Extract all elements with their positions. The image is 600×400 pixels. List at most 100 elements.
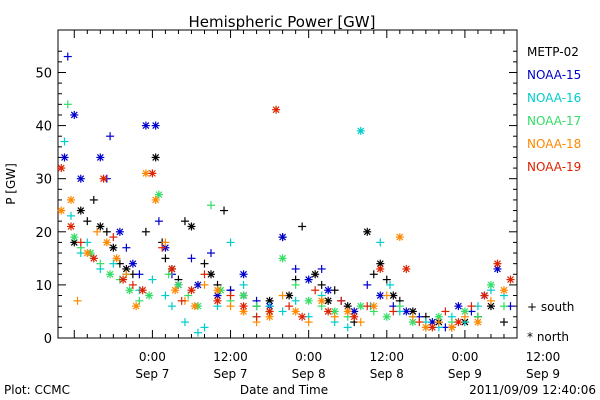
y-tick-label: 20 bbox=[35, 226, 52, 241]
data-point bbox=[382, 291, 391, 300]
marker-key: + south * north bbox=[527, 300, 574, 344]
data-point bbox=[151, 153, 160, 162]
data-point bbox=[67, 211, 76, 220]
data-point bbox=[317, 296, 326, 305]
x-tick-time-label: 0:00 bbox=[451, 350, 478, 364]
legend-item: METP-02 bbox=[527, 45, 579, 59]
y-tick-label: 50 bbox=[35, 66, 52, 81]
data-point bbox=[441, 307, 450, 316]
data-point bbox=[122, 243, 131, 252]
data-point bbox=[382, 312, 391, 321]
legend-item: NOAA-16 bbox=[527, 91, 581, 105]
data-point bbox=[96, 259, 105, 268]
data-point bbox=[239, 291, 248, 300]
data-point bbox=[125, 286, 134, 295]
data-point bbox=[106, 132, 115, 141]
x-tick-time-label: 12:00 bbox=[213, 350, 248, 364]
data-point bbox=[60, 153, 69, 162]
data-point bbox=[148, 169, 157, 178]
data-point bbox=[151, 121, 160, 130]
data-point bbox=[363, 302, 372, 311]
data-point bbox=[171, 286, 180, 295]
legend-item: NOAA-18 bbox=[527, 137, 581, 151]
x-tick-date-label: Sep 9 bbox=[526, 367, 560, 381]
data-point bbox=[187, 254, 196, 263]
data-point bbox=[460, 312, 469, 321]
data-point bbox=[67, 222, 76, 231]
data-point bbox=[278, 233, 287, 242]
data-point bbox=[356, 302, 365, 311]
data-point bbox=[454, 318, 463, 327]
data-point bbox=[265, 296, 274, 305]
data-point bbox=[128, 280, 137, 289]
data-point bbox=[213, 296, 222, 305]
data-point bbox=[265, 307, 274, 316]
data-point bbox=[304, 318, 313, 327]
data-point bbox=[239, 280, 248, 289]
data-point bbox=[57, 164, 66, 173]
x-axis: 0:00 Sep 7 12:00 Sep 7 0:00 Sep 8 12:00 Sep 8 0:… bbox=[73, 30, 560, 381]
data-point bbox=[356, 126, 365, 135]
data-point bbox=[187, 222, 196, 231]
data-point bbox=[226, 302, 235, 311]
data-point bbox=[96, 222, 105, 231]
data-point bbox=[76, 238, 85, 247]
footer-timestamp: 2011/09/09 12:40:06 bbox=[469, 383, 596, 397]
y-axis-label: P [GW] bbox=[4, 163, 18, 205]
data-point bbox=[167, 302, 176, 311]
data-point bbox=[428, 323, 437, 332]
x-axis-label: Date and Time bbox=[240, 383, 328, 397]
data-point bbox=[190, 302, 199, 311]
legend-item: NOAA-15 bbox=[527, 68, 581, 82]
data-point bbox=[109, 233, 118, 242]
data-point bbox=[109, 243, 118, 252]
data-point bbox=[141, 121, 150, 130]
data-point bbox=[180, 318, 189, 327]
data-point bbox=[382, 275, 391, 284]
data-point bbox=[480, 291, 489, 300]
data-point bbox=[180, 217, 189, 226]
data-point bbox=[493, 259, 502, 268]
data-point bbox=[499, 286, 508, 295]
data-point bbox=[376, 264, 385, 273]
data-point bbox=[161, 291, 170, 300]
data-point bbox=[402, 264, 411, 273]
data-point bbox=[158, 243, 167, 252]
data-point bbox=[473, 318, 482, 327]
data-point bbox=[119, 275, 128, 284]
data-point bbox=[226, 238, 235, 247]
data-point bbox=[57, 206, 66, 215]
data-point bbox=[252, 312, 261, 321]
data-point bbox=[67, 195, 76, 204]
data-point bbox=[200, 280, 209, 289]
data-point bbox=[304, 296, 313, 305]
legend-item: NOAA-17 bbox=[527, 114, 581, 128]
data-point bbox=[272, 105, 281, 114]
legend: METP-02 NOAA-15 NOAA-16 NOAA-17 NOAA-18 NOAA-… bbox=[527, 45, 581, 174]
data-point bbox=[363, 227, 372, 236]
chart-title: Hemispheric Power [GW] bbox=[189, 13, 376, 31]
data-point bbox=[70, 233, 79, 242]
data-point bbox=[285, 302, 294, 311]
data-point bbox=[291, 296, 300, 305]
data-point bbox=[389, 307, 398, 316]
data-point bbox=[304, 275, 313, 284]
data-point bbox=[454, 302, 463, 311]
data-point bbox=[291, 307, 300, 316]
data-point bbox=[122, 264, 131, 273]
x-tick-time-label: 0:00 bbox=[139, 350, 166, 364]
data-point bbox=[167, 264, 176, 273]
data-point bbox=[376, 238, 385, 247]
data-point bbox=[115, 227, 124, 236]
data-point bbox=[291, 264, 300, 273]
data-point bbox=[83, 217, 92, 226]
data-point bbox=[486, 280, 495, 289]
data-point bbox=[343, 323, 352, 332]
data-point bbox=[278, 254, 287, 263]
data-point bbox=[278, 291, 287, 300]
data-point bbox=[402, 307, 411, 316]
data-point bbox=[252, 302, 261, 311]
data-point bbox=[447, 323, 456, 332]
data-point bbox=[200, 323, 209, 332]
